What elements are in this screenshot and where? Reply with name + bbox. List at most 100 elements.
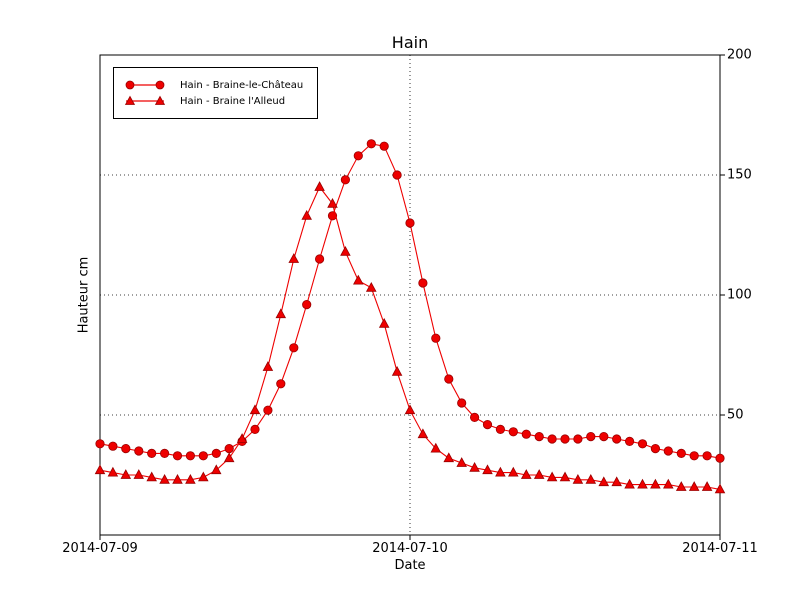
data-point-circle: [224, 443, 234, 454]
data-point-triangle: [288, 253, 300, 263]
data-point-circle: [340, 175, 350, 185]
data-point-triangle: [598, 476, 610, 487]
data-point-circle: [211, 448, 221, 458]
data-point-triangle: [508, 466, 519, 477]
data-point-triangle: [520, 469, 532, 479]
x-tick-label: 2014-07-09: [62, 541, 138, 556]
data-point-circle: [353, 151, 363, 161]
legend: Hain - Braine-le-Château Hain - Braine l…: [113, 67, 319, 119]
data-point-circle: [263, 405, 273, 415]
data-point-triangle: [650, 478, 661, 489]
series-braine-l-alleud: [94, 181, 726, 494]
data-point-triangle: [611, 476, 622, 487]
data-point-circle: [147, 448, 157, 458]
data-point-circle: [172, 451, 183, 461]
data-point-circle: [715, 453, 725, 463]
data-point-triangle: [198, 471, 209, 482]
data-point-triangle: [159, 473, 170, 484]
data-point-circle: [276, 379, 286, 389]
data-point-circle: [185, 451, 195, 461]
legend-label: Hain - Braine-le-Château: [180, 79, 304, 91]
data-point-triangle: [663, 478, 674, 489]
chart-title: Hain: [391, 33, 429, 52]
data-point-triangle: [456, 457, 467, 467]
data-point-triangle: [120, 469, 132, 479]
data-point-triangle: [172, 473, 183, 484]
data-point-triangle: [585, 473, 597, 484]
data-point-circle: [482, 419, 493, 430]
series-braine-le-chateau: [95, 139, 725, 463]
data-point-triangle: [94, 464, 106, 475]
data-point-triangle: [262, 361, 274, 371]
data-point-triangle: [301, 209, 312, 220]
data-point-triangle: [443, 452, 455, 463]
data-point-circle: [95, 439, 105, 449]
data-point-triangle: [495, 466, 506, 477]
data-point-circle: [121, 443, 131, 454]
legend-sample-circle: [125, 80, 165, 90]
data-point-triangle: [353, 274, 364, 285]
data-point-circle: [431, 333, 441, 343]
data-point-triangle: [236, 433, 248, 443]
legend-entry: Hain - Braine-le-Château: [122, 79, 303, 91]
data-point-circle: [534, 431, 544, 442]
data-point-triangle: [675, 481, 687, 491]
data-point-triangle: [417, 428, 429, 439]
data-point-circle: [586, 431, 596, 442]
data-point-circle: [289, 343, 299, 353]
data-point-circle: [198, 451, 208, 461]
data-point-circle: [599, 431, 609, 442]
data-point-circle: [405, 218, 415, 228]
x-tick-label: 2014-07-10: [372, 541, 448, 556]
data-point-circle: [663, 446, 673, 456]
x-axis-label: Date: [394, 558, 426, 573]
x-tick-label: 2014-07-11: [682, 541, 758, 556]
data-point-triangle: [482, 464, 493, 475]
data-point-circle: [160, 448, 170, 458]
data-point-circle: [457, 398, 467, 408]
data-point-circle: [547, 434, 557, 444]
data-point-triangle: [714, 483, 726, 494]
data-point-circle: [637, 439, 648, 449]
data-point-circle: [624, 436, 635, 446]
data-point-triangle: [223, 452, 235, 463]
legend-entry: Hain - Braine l'Alleud: [122, 95, 303, 107]
data-point-triangle: [572, 473, 584, 484]
data-point-circle: [250, 424, 260, 434]
data-point-circle: [302, 299, 312, 310]
data-point-triangle: [314, 181, 325, 191]
data-point-circle: [134, 446, 144, 456]
data-point-triangle: [701, 481, 713, 491]
data-point-circle: [444, 374, 454, 384]
data-point-triangle: [327, 197, 338, 208]
legend-label: Hain - Braine l'Alleud: [180, 95, 286, 107]
data-point-circle: [689, 451, 699, 461]
y-tick-label: 200: [727, 47, 752, 63]
legend-sample-triangle: [124, 95, 166, 105]
data-point-circle: [560, 434, 570, 444]
y-tick-label: 150: [727, 167, 752, 183]
data-point-triangle: [688, 481, 700, 491]
data-point-triangle: [275, 308, 287, 319]
data-point-triangle: [107, 466, 119, 477]
data-point-circle: [702, 451, 712, 461]
data-point-triangle: [133, 469, 144, 479]
data-point-triangle: [340, 245, 351, 256]
y-tick-label: 100: [727, 287, 752, 303]
data-point-circle: [108, 441, 118, 451]
data-point-circle: [676, 448, 686, 458]
data-point-circle: [314, 254, 325, 264]
data-point-triangle: [249, 404, 261, 415]
data-point-triangle: [469, 461, 480, 472]
data-point-circle: [392, 170, 402, 180]
data-point-circle: [612, 434, 622, 444]
data-point-circle: [469, 412, 480, 422]
data-point-triangle: [365, 281, 377, 292]
y-tick-label: 50: [727, 407, 744, 423]
data-point-triangle: [211, 464, 222, 475]
data-point-circle: [379, 141, 389, 151]
data-point-triangle: [430, 442, 442, 453]
data-point-triangle: [391, 365, 403, 376]
